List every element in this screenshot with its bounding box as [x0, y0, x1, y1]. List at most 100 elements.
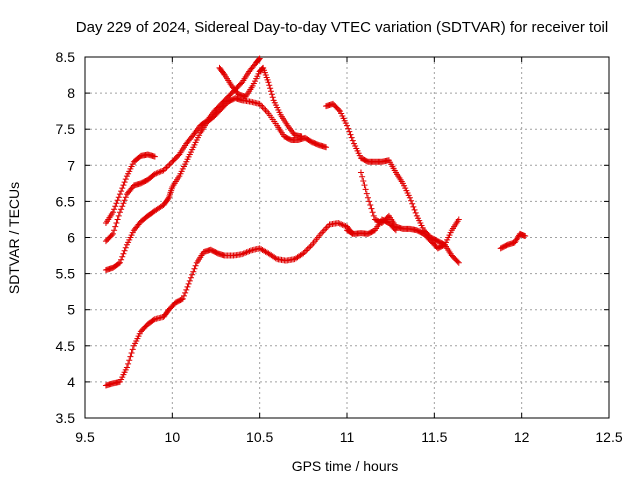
data-point — [319, 229, 326, 236]
data-point — [269, 94, 276, 101]
data-point — [412, 209, 419, 216]
data-point — [306, 244, 313, 251]
data-point — [261, 105, 268, 112]
data-point — [256, 100, 263, 107]
data-point — [192, 262, 199, 269]
grid — [85, 57, 609, 418]
data-point — [341, 222, 348, 229]
series-track-4 — [102, 151, 158, 227]
x-tick-labels: 9.5 10 10.5 11 11.5 12 12.5 — [75, 429, 623, 445]
data-point — [242, 249, 249, 256]
data-point — [298, 133, 305, 140]
data-point — [307, 243, 314, 250]
data-point — [127, 353, 134, 360]
data-point — [240, 250, 247, 257]
y-tick-label: 8.5 — [56, 49, 76, 65]
data-point — [116, 191, 123, 198]
data-point — [151, 170, 158, 177]
data-point — [369, 209, 376, 216]
data-point — [119, 185, 126, 192]
data-point — [440, 242, 447, 249]
x-tick-label: 10 — [165, 429, 181, 445]
data-point — [406, 194, 413, 201]
data-point — [119, 203, 126, 210]
data-point — [185, 280, 192, 287]
data-point — [262, 107, 269, 114]
data-point — [122, 176, 129, 183]
data-point — [266, 82, 273, 89]
data-point — [184, 283, 191, 290]
data-point — [455, 259, 462, 266]
y-tick-label: 6.5 — [56, 193, 76, 209]
data-point — [183, 286, 190, 293]
data-point — [344, 122, 350, 129]
data-point — [167, 160, 174, 167]
data-point — [367, 202, 374, 209]
series-track-7 — [357, 169, 462, 252]
data-point — [359, 173, 366, 180]
data-point — [182, 289, 189, 296]
data-point — [238, 80, 245, 87]
data-point — [363, 190, 370, 197]
data-point — [115, 212, 122, 219]
data-point — [112, 203, 119, 210]
data-point — [255, 56, 262, 63]
data-point — [129, 346, 136, 353]
data-point — [150, 316, 157, 323]
data-point — [268, 88, 275, 95]
data-point — [265, 79, 272, 86]
data-point — [522, 233, 529, 240]
data-point — [335, 220, 342, 227]
data-point — [304, 246, 311, 253]
data-point — [336, 220, 343, 227]
data-point — [162, 165, 169, 172]
data-point — [121, 197, 128, 204]
data-point — [112, 223, 119, 230]
x-tick-label: 10.5 — [246, 429, 273, 445]
y-tick-label: 5.5 — [56, 266, 76, 282]
data-point — [128, 350, 135, 357]
data-point — [116, 259, 123, 266]
data-point — [345, 125, 352, 132]
y-tick-label: 3.5 — [56, 410, 76, 426]
data-point — [120, 200, 127, 207]
data-point — [335, 106, 342, 113]
series-track-3 — [102, 55, 263, 245]
data-point — [122, 244, 129, 251]
data-point — [121, 247, 128, 254]
x-axis-title: GPS time / hours — [292, 458, 399, 474]
data-points — [102, 55, 529, 389]
data-point — [151, 153, 158, 160]
data-point — [455, 216, 462, 223]
data-point — [109, 209, 116, 216]
data-point — [189, 133, 196, 140]
data-point — [164, 163, 171, 170]
data-point — [348, 134, 355, 141]
data-point — [322, 226, 329, 233]
data-point — [126, 357, 133, 364]
data-point — [220, 70, 227, 77]
data-point — [454, 258, 461, 265]
data-point — [122, 194, 129, 201]
data-point — [411, 206, 418, 213]
data-point — [346, 128, 353, 135]
data-point — [301, 248, 308, 255]
data-point — [125, 360, 132, 367]
data-point — [243, 249, 250, 256]
data-point — [154, 169, 161, 176]
data-point — [364, 194, 371, 201]
x-tick-label: 11 — [340, 429, 355, 445]
data-point — [178, 296, 185, 303]
data-point — [116, 209, 123, 216]
data-point — [267, 85, 274, 92]
y-tick-labels: 3.5 4 4.5 5 5.5 6 6.5 7 7.5 8 8.5 — [56, 49, 76, 426]
data-point — [357, 169, 364, 176]
chart-title: Day 229 of 2024, Sidereal Day-to-day VTE… — [76, 19, 608, 36]
series-track-8 — [344, 216, 399, 237]
y-tick-label: 6 — [67, 230, 75, 246]
data-point — [370, 212, 377, 219]
ticks — [84, 56, 610, 419]
data-point — [186, 277, 193, 284]
data-point — [263, 108, 270, 115]
data-point — [320, 227, 327, 234]
